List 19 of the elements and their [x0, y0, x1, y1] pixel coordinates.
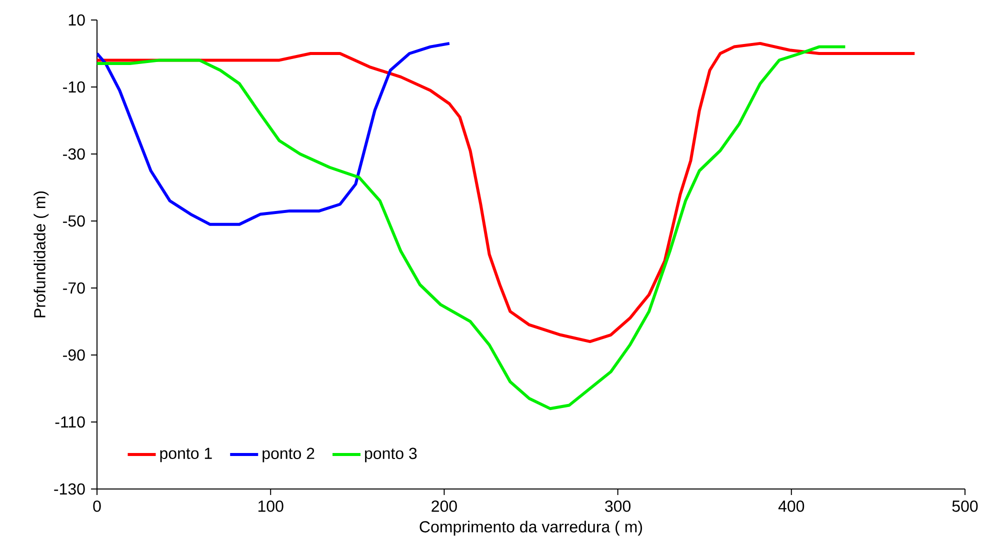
y-tick-label: -110: [55, 416, 85, 428]
x-tick-label: 400: [778, 500, 804, 512]
x-tick-label: 500: [952, 500, 978, 512]
x-tick-label: 300: [605, 500, 631, 512]
y-tick-label: -70: [63, 282, 85, 294]
y-tick-label: -90: [63, 349, 85, 361]
x-tick-label: 200: [432, 500, 457, 512]
legend-label: ponto 1: [160, 448, 212, 462]
y-axis-title: Profundidade ( m): [34, 191, 49, 318]
x-axis-title: Comprimento da varredura ( m): [420, 520, 642, 536]
y-tick-label: -30: [63, 148, 85, 160]
x-tick-label: 0: [93, 500, 101, 512]
y-tick-label: 10: [68, 14, 85, 26]
y-tick-label: -130: [54, 483, 85, 495]
x-tick-label: 100: [258, 500, 284, 512]
y-tick-label: -50: [63, 215, 85, 227]
y-tick-label: -10: [63, 81, 85, 93]
legend-label: ponto 3: [365, 448, 417, 462]
legend-label: ponto 2: [262, 448, 314, 462]
